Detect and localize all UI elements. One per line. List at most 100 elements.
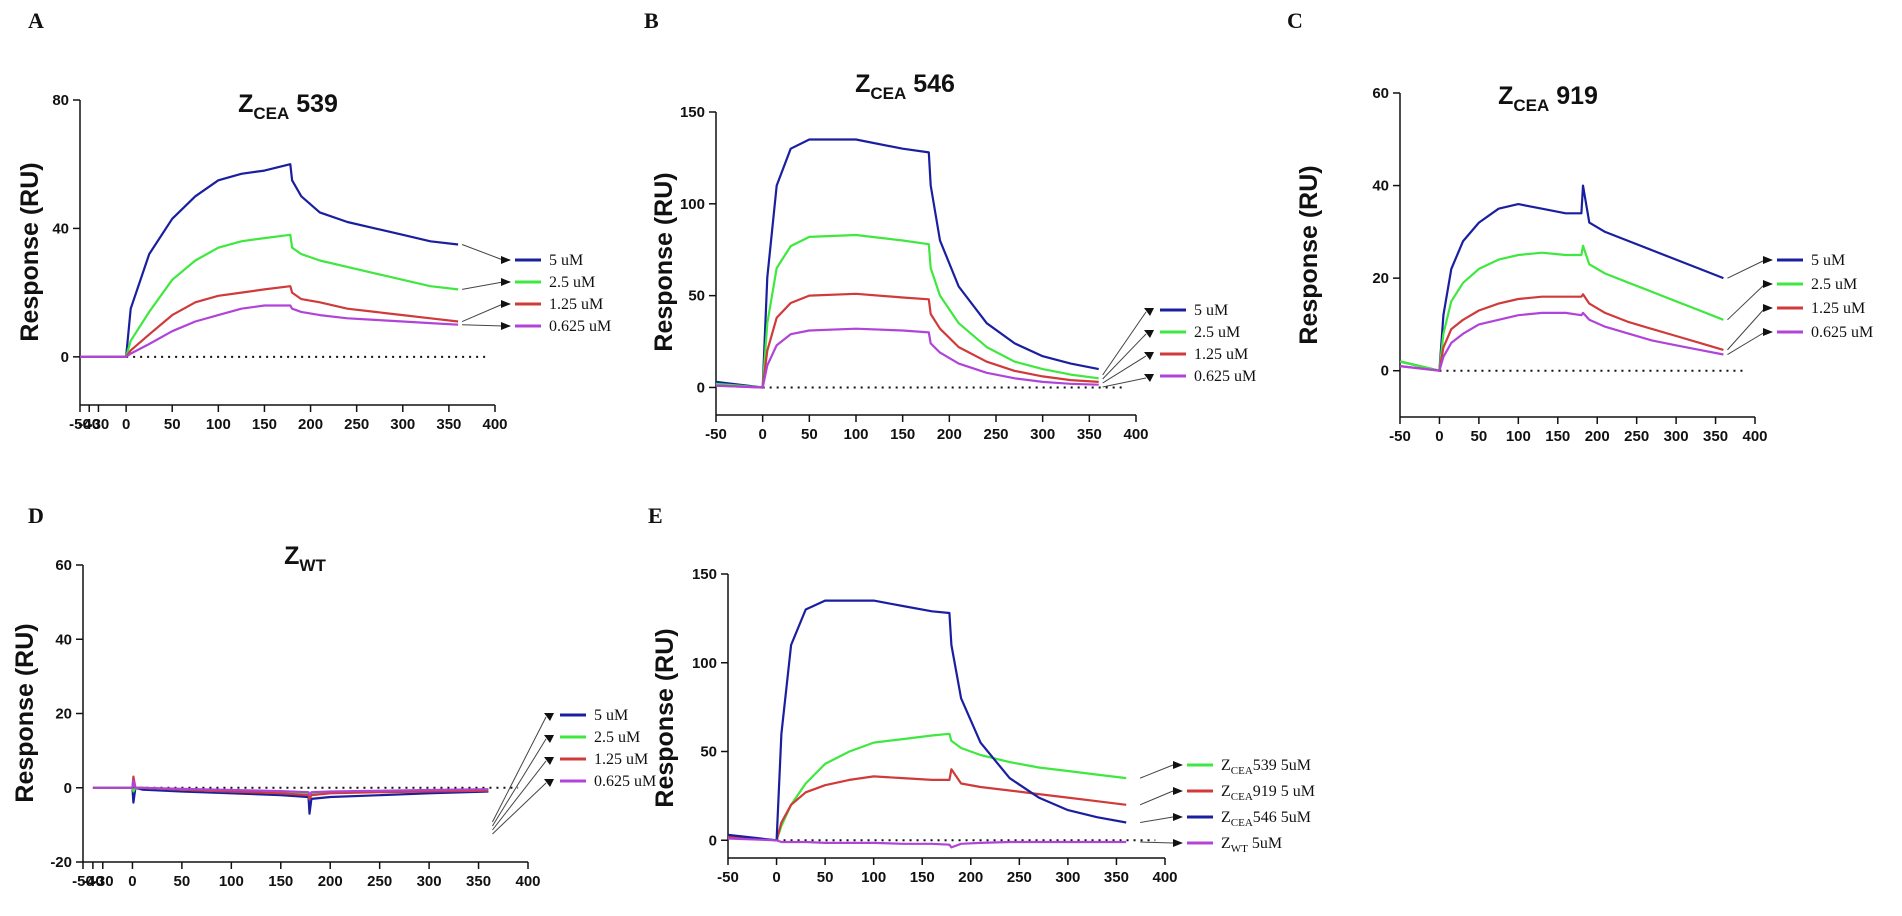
series-line [715,292,1099,389]
x-tick-label: -40 [82,873,104,890]
panel-b: B ZCEA 546 Response (RU) 0 50 100 150 -50 0 50 100… [644,8,1256,443]
legend-label: 0.625 uM [594,773,656,790]
panel-letter: B [644,8,659,33]
series-line [80,285,459,358]
legend-rest: 5uM [1248,835,1282,852]
legend-rest: 546 5uM [1253,809,1311,826]
legend-label: ZCEA539 5uM [1221,757,1311,777]
x-tick-label: 250 [1007,869,1032,886]
legend-arrowhead [1763,328,1773,336]
panel-letter: C [1287,8,1303,33]
legend-arrowhead [1144,374,1154,382]
legend-arrow-line [492,760,547,831]
x-tick-label: 100 [219,873,244,890]
x-tick-label: 200 [937,426,962,443]
legend-main: Z [1221,757,1231,774]
title-subscript: WT [299,556,326,575]
legend-arrow-line [1140,816,1174,823]
legend-label: 5 uM [1811,252,1845,269]
legend-arrowhead [544,713,554,721]
legend-arrowhead [1173,761,1183,769]
chart-title: ZWT [284,542,326,575]
x-tick-label: 50 [174,873,191,890]
y-tick-label: 40 [52,220,69,237]
title-main: Z [1498,82,1513,110]
y-tick-label: 150 [680,104,705,121]
legend-arrow-line [1140,841,1174,844]
legend-main: Z [1221,835,1231,852]
legend-arrowhead [1173,813,1183,821]
series-line [715,327,1099,389]
x-tick-label: 50 [164,416,181,433]
legend-arrowhead [1173,839,1183,847]
legend-main: Z [1221,809,1231,826]
y-axis-title: Response (RU) [1295,165,1323,344]
legend-arrow-line [1727,307,1766,351]
legend-arrowhead [544,757,554,765]
legend-arrowhead [1144,308,1154,316]
y-tick-label: 50 [700,744,717,761]
x-tick-label: -30 [92,873,114,890]
legend-arrowhead [1763,256,1773,264]
x-tick-label: 300 [390,416,415,433]
x-tick-label: 350 [466,873,491,890]
x-tick-label: 150 [890,426,915,443]
legend-arrowhead [501,278,511,286]
series-line [1399,311,1724,372]
panel-letter: A [28,8,44,33]
panel-c: C ZCEA 919 Response (RU) 0 20 40 60 -50 0 50 100 15… [1287,8,1873,445]
x-tick-label: 50 [1471,428,1488,445]
title-rest: 546 [906,70,955,98]
legend-label: 1.25 uM [549,296,603,313]
title-main: Z [855,70,870,98]
legend-arrow-line [491,716,547,823]
series-line [1399,184,1724,372]
legend-arrow-line [462,281,504,290]
x-tick-label: -30 [88,416,110,433]
x-tick-label: 100 [843,426,868,443]
legend-arrowhead [1144,330,1154,338]
x-tick-label: 0 [1435,428,1443,445]
y-axis-title: Response (RU) [16,162,44,341]
legend-label: ZCEA919 5 uM [1221,783,1315,803]
y-tick-label: 100 [692,655,717,672]
x-tick-label: 250 [344,416,369,433]
legend-arrowhead [501,300,511,308]
x-tick-label: 200 [318,873,343,890]
chart-title: ZCEA 546 [855,70,955,103]
panel-e: E Response (RU) 0 50 100 150 -50 0 50 100 150 200 25… [648,503,1315,886]
panel-letter: D [28,503,44,528]
legend-main: Z [1221,783,1231,800]
chart-title: ZCEA 539 [238,90,338,123]
x-tick-label: 200 [1585,428,1610,445]
legend-label: ZWT 5uM [1221,835,1282,855]
title-subscript: CEA [253,104,289,123]
legend-arrow-line [492,782,547,835]
x-tick-label: 150 [910,869,935,886]
legend-arrowhead [1173,787,1183,795]
series-line [92,779,489,797]
title-subscript: CEA [870,84,906,103]
x-tick-label: -50 [69,416,91,433]
legend-arrowhead [501,256,511,264]
y-tick-label: 80 [52,92,69,109]
series-line [727,732,1127,842]
y-axis-title: Response (RU) [651,628,679,807]
y-tick-label: 0 [61,349,69,366]
title-rest: 919 [1549,82,1598,110]
legend-subscript: WT [1231,843,1248,855]
x-tick-label: 50 [801,426,818,443]
y-tick-label: 20 [55,706,72,723]
y-tick-label: 40 [55,631,72,648]
y-tick-label: 60 [55,557,72,574]
y-tick-label: 40 [1372,178,1389,195]
x-tick-label: 100 [1506,428,1531,445]
legend-label: 2.5 uM [1194,324,1240,341]
series-line [80,233,459,358]
y-tick-label: 60 [1372,85,1389,102]
series-line [80,163,459,358]
y-axis-title: Response (RU) [650,172,678,351]
series-line [80,304,459,358]
legend-arrow-line [1727,331,1766,355]
x-tick-label: 250 [983,426,1008,443]
